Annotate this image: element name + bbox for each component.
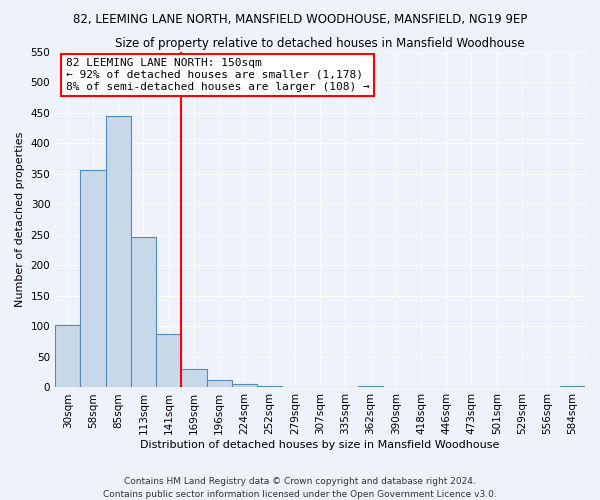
Text: 82, LEEMING LANE NORTH, MANSFIELD WOODHOUSE, MANSFIELD, NG19 9EP: 82, LEEMING LANE NORTH, MANSFIELD WOODHO… [73,12,527,26]
Bar [257,386,282,388]
Bar [206,380,232,388]
Bar [358,386,383,388]
Bar [181,368,206,388]
Bar [560,386,585,388]
Title: Size of property relative to detached houses in Mansfield Woodhouse: Size of property relative to detached ho… [115,38,525,51]
Bar [80,170,106,388]
Bar [232,384,257,388]
Y-axis label: Number of detached properties: Number of detached properties [15,132,25,307]
Bar [156,334,181,388]
Text: 82 LEEMING LANE NORTH: 150sqm
← 92% of detached houses are smaller (1,178)
8% of: 82 LEEMING LANE NORTH: 150sqm ← 92% of d… [66,58,370,92]
Bar [106,116,131,388]
Bar [131,238,156,388]
Text: Contains HM Land Registry data © Crown copyright and database right 2024.
Contai: Contains HM Land Registry data © Crown c… [103,477,497,499]
X-axis label: Distribution of detached houses by size in Mansfield Woodhouse: Distribution of detached houses by size … [140,440,500,450]
Bar [55,325,80,388]
